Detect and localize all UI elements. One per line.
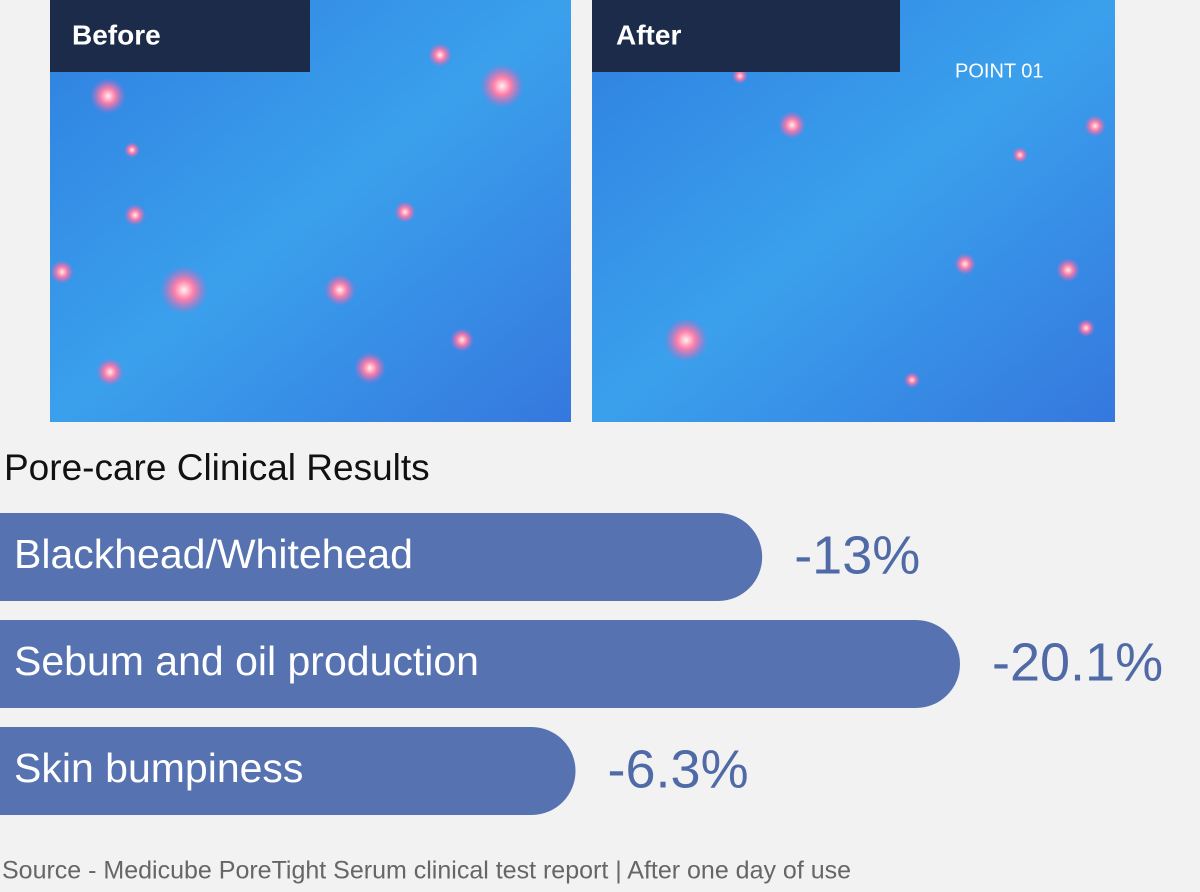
value-label: -13%	[794, 525, 920, 585]
bar	[0, 513, 763, 601]
value-label: -20.1%	[992, 632, 1163, 692]
photo-annotation: POINT 01	[955, 60, 1044, 82]
label-box	[592, 0, 900, 72]
source-note: Source - Medicube PoreTight Serum clinic…	[2, 857, 851, 885]
after-photo: After POINT 01	[592, 0, 1115, 422]
before-photo: Before	[50, 0, 571, 422]
value-label: -6.3%	[608, 739, 749, 799]
pores	[50, 43, 524, 386]
bar	[0, 727, 576, 815]
pores	[664, 68, 1106, 388]
category-label: Sebum and oil production	[14, 638, 479, 684]
chart-title: Pore-care Clinical Results	[4, 447, 430, 488]
category-label: Skin bumpiness	[14, 745, 303, 791]
photo-label: After	[616, 19, 681, 50]
photo-label: Before	[72, 19, 161, 50]
category-label: Blackhead/Whitehead	[14, 531, 413, 577]
bar	[0, 620, 960, 708]
label-box	[50, 0, 310, 72]
